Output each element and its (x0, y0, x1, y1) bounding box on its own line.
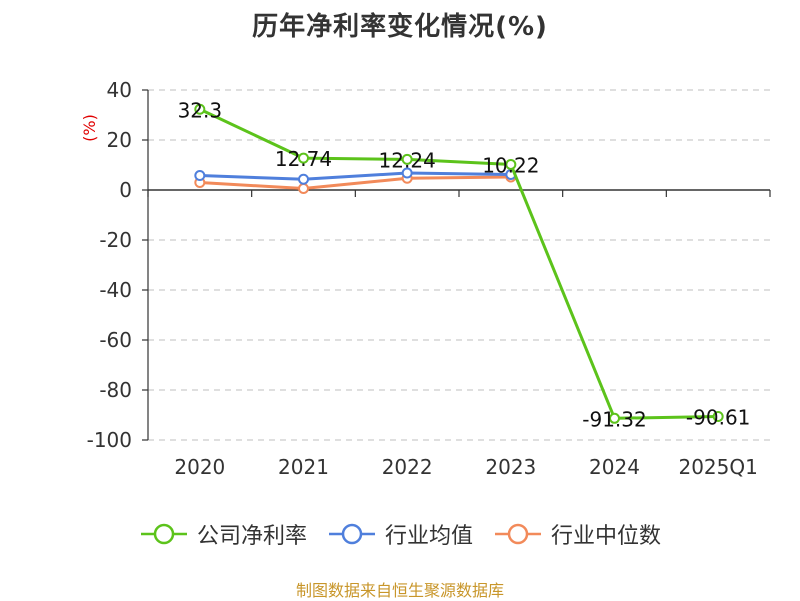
data-label: 12.24 (379, 148, 436, 172)
legend-label: 行业均值 (384, 524, 473, 549)
data-label: -90.61 (686, 406, 750, 430)
y-tick-label: -80 (99, 378, 132, 402)
y-tick-label: -20 (99, 228, 132, 252)
y-tick-label: 0 (119, 178, 132, 202)
data-labels: 32.3 12.74 12.24 10.22 -91.32 -90.61 (178, 98, 751, 431)
legend-line-marker-icon (495, 523, 541, 545)
data-label: 12.74 (275, 147, 332, 171)
data-point (194, 103, 206, 115)
data-point (712, 411, 724, 423)
y-axis-unit-label: (%) (80, 114, 99, 142)
legend-item[interactable]: 行业均值 (327, 518, 473, 550)
data-point (505, 158, 517, 170)
series-line (199, 171, 511, 181)
x-tick-label: 2020 (174, 455, 225, 479)
data-point (609, 412, 620, 424)
data-point (298, 183, 309, 194)
axes: 40 20 0 -20 -40 -60 -80 -100 2020 2021 2022 2023 202… (87, 78, 771, 479)
x-tick-label: 2025Q1 (678, 455, 757, 479)
data-point (298, 152, 309, 164)
data-label: 32.3 (178, 98, 223, 122)
data-point (401, 153, 413, 165)
y-tick-label: 40 (107, 78, 132, 102)
legend-line-marker-icon (328, 523, 375, 545)
grid-lines (148, 89, 770, 441)
legend-label: 公司净利率 (196, 524, 307, 549)
y-tick-label: -60 (99, 328, 132, 352)
data-point (194, 170, 206, 181)
chart-title: 历年净利率变化情况(%) (252, 12, 548, 42)
series-line (199, 175, 511, 190)
series-lines (194, 103, 724, 424)
data-point (401, 167, 413, 179)
data-point (298, 173, 309, 185)
x-tick-label: 2023 (485, 455, 536, 479)
legend-line-marker-icon (140, 523, 187, 545)
legend-item[interactable]: 公司净利率 (139, 518, 307, 550)
x-tick-label: 2022 (382, 455, 433, 479)
y-tick-label: -40 (99, 278, 132, 302)
x-tick-label: 2024 (589, 455, 640, 479)
series-line (199, 107, 719, 420)
y-tick-label: -100 (87, 428, 132, 452)
source-note: 制图数据来自恒生聚源数据库 (295, 581, 504, 600)
legend: 公司净利率 行业均值 行业中位数 (0, 518, 800, 550)
x-tick-label: 2021 (278, 455, 329, 479)
y-tick-label: 20 (107, 128, 132, 152)
data-label: 10.22 (482, 153, 539, 177)
legend-item[interactable]: 行业中位数 (493, 518, 661, 550)
data-label: -91.32 (582, 407, 646, 431)
legend-label: 行业中位数 (551, 524, 662, 549)
